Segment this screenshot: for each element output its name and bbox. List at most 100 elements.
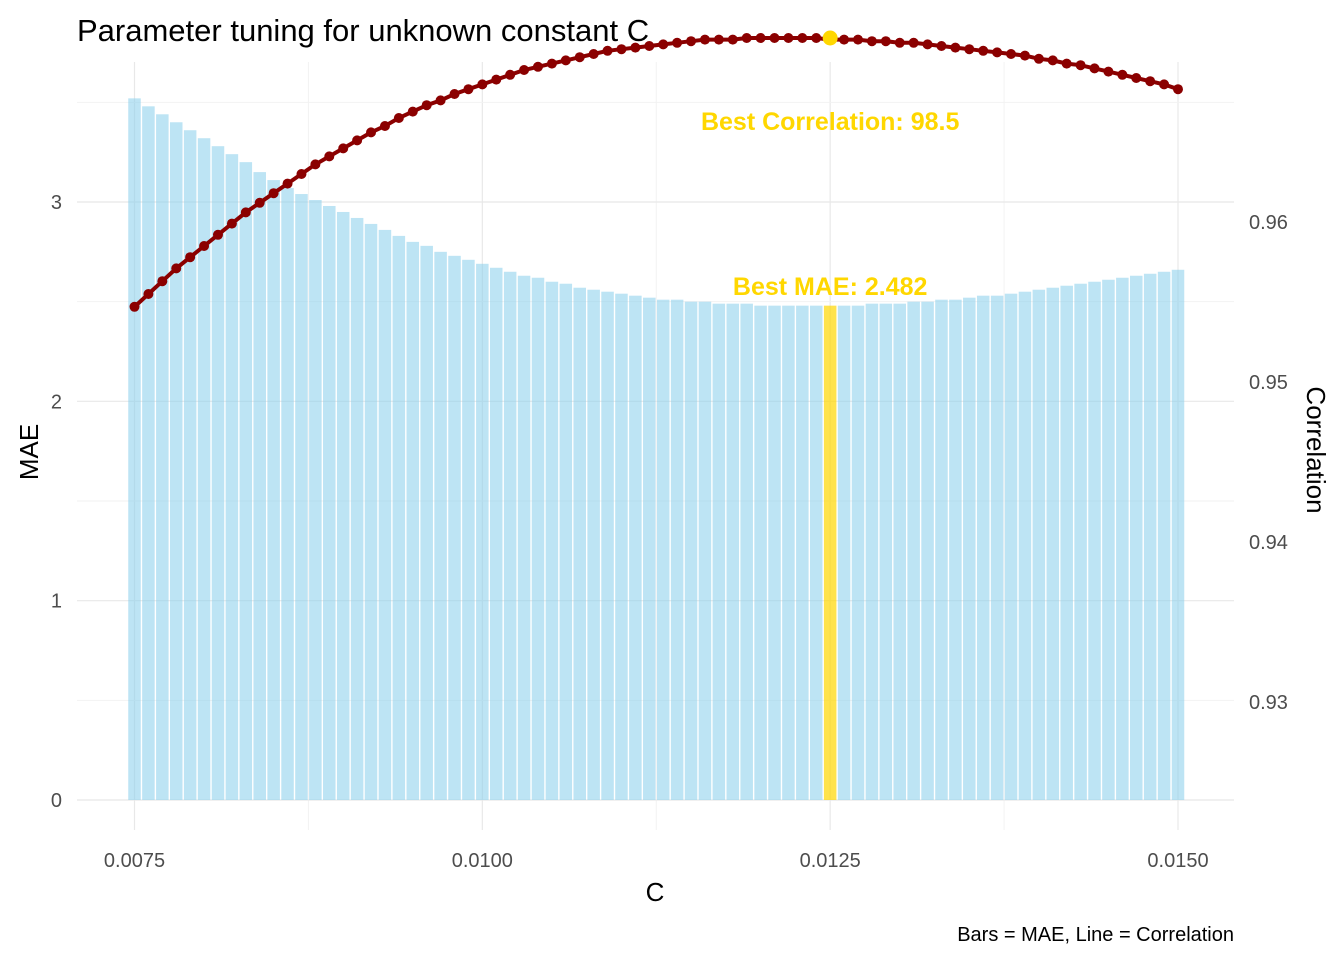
mae-bar [211, 146, 225, 801]
correlation-point [560, 55, 571, 66]
mae-bar [350, 217, 364, 801]
correlation-point [393, 113, 404, 123]
correlation-point [1145, 76, 1156, 87]
correlation-point [519, 65, 530, 75]
y-tick-label: 1 [51, 591, 62, 613]
mae-bar [698, 301, 712, 800]
correlation-point [463, 84, 474, 95]
correlation-point [491, 74, 502, 85]
mae-bar [476, 263, 489, 800]
correlation-point [978, 45, 989, 56]
mae-bar [545, 281, 559, 800]
correlation-point [964, 44, 975, 55]
chart-caption: Bars = MAE, Line = Correlation [957, 924, 1234, 946]
correlation-point [1006, 49, 1017, 59]
mae-bar [935, 299, 948, 800]
x-tick-label: 0.0150 [1147, 850, 1208, 872]
mae-bar [1157, 271, 1171, 800]
mae-bar [587, 289, 600, 800]
mae-bar [837, 305, 851, 800]
mae-bar [1060, 285, 1073, 801]
correlation-point [546, 58, 557, 69]
mae-bar [865, 303, 879, 800]
correlation-point [839, 34, 850, 45]
mae-bar [684, 301, 698, 800]
mae-bar [893, 303, 906, 800]
correlation-point [686, 36, 697, 47]
mae-bar [169, 122, 183, 801]
correlation-point [908, 37, 919, 48]
mae-bar [851, 305, 865, 800]
y-tick-label: 0 [51, 790, 62, 812]
mae-bar [1102, 279, 1115, 800]
y2-tick-label: 0.96 [1249, 212, 1288, 234]
correlation-point [936, 41, 947, 51]
correlation-point [379, 121, 390, 131]
correlation-point [880, 36, 891, 47]
mae-bar [559, 283, 573, 800]
mae-bar [1129, 275, 1143, 801]
correlation-point [644, 41, 655, 51]
y2-tick-label: 0.94 [1249, 532, 1288, 554]
correlation-point [922, 39, 933, 50]
best-correlation-label: Best Correlation: 98.5 [701, 108, 960, 136]
y2-tick-label: 0.93 [1249, 692, 1288, 714]
correlation-point [310, 159, 321, 170]
mae-bar [406, 241, 420, 800]
mae-bar [976, 295, 990, 800]
mae-bar [949, 299, 962, 800]
mae-bar [364, 223, 378, 801]
correlation-point [477, 79, 488, 90]
mae-bar [253, 172, 266, 801]
mae-bar [740, 303, 753, 800]
x-tick-label: 0.0125 [800, 850, 861, 872]
mae-bar [489, 267, 503, 800]
chart-title: Parameter tuning for unknown constant C [77, 13, 649, 48]
correlation-point [894, 37, 905, 48]
mae-bar [1143, 273, 1157, 800]
correlation-point [324, 151, 335, 162]
correlation-point [1075, 60, 1086, 71]
mae-bar [183, 130, 197, 801]
correlation-point [366, 127, 377, 138]
y2-tick-label: 0.95 [1249, 372, 1288, 394]
correlation-point [1103, 66, 1114, 77]
mae-bar [768, 305, 781, 800]
correlation-polyline [133, 36, 1179, 309]
mae-bar [531, 277, 545, 800]
mae-bar [323, 205, 336, 800]
mae-bar [1018, 291, 1032, 800]
correlation-point [1089, 63, 1100, 74]
mae-bar [156, 114, 169, 800]
x-axis-title: C [646, 877, 665, 907]
correlation-line [129, 30, 1183, 312]
best-mae-bar [823, 305, 837, 800]
mae-bar [1088, 281, 1101, 800]
correlation-point [282, 178, 293, 189]
mae-bar [921, 301, 934, 800]
mae-bar [656, 299, 670, 800]
mae-bar [1032, 289, 1046, 800]
correlation-point [532, 61, 543, 72]
mae-bar [1004, 293, 1018, 800]
mae-bar [782, 305, 795, 800]
x-tick-label: 0.0100 [452, 850, 513, 872]
mae-bars [128, 98, 1185, 801]
correlation-point [1117, 69, 1128, 80]
correlation-point [185, 252, 196, 263]
mae-bar [309, 200, 322, 801]
mae-bar [462, 259, 475, 801]
correlation-point [574, 52, 585, 63]
correlation-point [338, 143, 349, 154]
mae-bar [197, 138, 211, 801]
correlation-point [171, 263, 182, 274]
correlation-point [1173, 84, 1183, 95]
x-tick-label: 0.0075 [104, 850, 165, 872]
correlation-point [1019, 50, 1030, 61]
mae-bar [295, 194, 308, 800]
mae-bar [963, 297, 976, 800]
best-mae-label: Best MAE: 2.482 [733, 273, 928, 301]
correlation-point [811, 33, 822, 43]
correlation-point [449, 89, 460, 99]
